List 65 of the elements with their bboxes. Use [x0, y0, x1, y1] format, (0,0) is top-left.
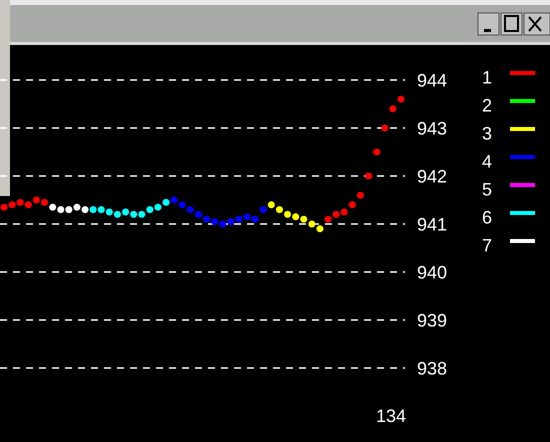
point: [227, 218, 234, 226]
point: [170, 196, 178, 204]
point: [41, 198, 48, 206]
legend-label: 3: [482, 123, 492, 144]
point: [252, 216, 259, 223]
point: [8, 201, 16, 208]
point: [154, 204, 162, 211]
point: [260, 206, 267, 214]
point: [106, 208, 113, 216]
point: [16, 198, 24, 206]
point: [268, 201, 275, 208]
point: [82, 206, 89, 214]
point: [138, 210, 146, 218]
point: [211, 218, 218, 226]
point: [397, 96, 404, 103]
point: [178, 201, 186, 208]
y-tick-label: 944: [416, 70, 448, 90]
point: [324, 216, 332, 223]
y-tick-label: 943: [416, 118, 448, 138]
point: [186, 206, 194, 214]
point: [24, 201, 32, 208]
point: [0, 204, 8, 211]
point: [308, 220, 316, 228]
point: [130, 210, 138, 218]
point: [90, 206, 97, 214]
point: [122, 208, 130, 216]
point: [373, 148, 380, 156]
point: [348, 201, 356, 208]
point: [389, 105, 396, 112]
point: [114, 210, 121, 218]
y-tick-label: 939: [416, 310, 448, 330]
legend-label: 5: [482, 179, 492, 200]
point: [284, 210, 292, 218]
point: [340, 208, 348, 216]
legend-label: 7: [482, 235, 492, 256]
point: [203, 216, 210, 223]
point: [316, 225, 324, 232]
point: [146, 206, 154, 214]
point: [73, 204, 80, 211]
point: [32, 196, 40, 204]
legend-label: 4: [482, 151, 492, 172]
point: [98, 206, 105, 214]
point: [292, 213, 300, 220]
y-tick-label: 940: [416, 262, 448, 282]
point: [356, 192, 364, 199]
point: [57, 206, 64, 214]
point: [276, 206, 283, 214]
point: [219, 220, 226, 228]
point: [300, 216, 308, 223]
point: [332, 210, 340, 218]
point: [381, 124, 388, 132]
legend-label: 2: [482, 95, 492, 116]
point: [49, 204, 56, 211]
y-tick-label: 941: [416, 214, 448, 234]
point: [162, 198, 170, 206]
point: [365, 172, 372, 180]
point: [235, 216, 242, 223]
legend-label: 6: [482, 207, 492, 228]
point: [194, 210, 202, 218]
legend-label: 1: [482, 67, 492, 88]
point: [65, 206, 72, 214]
y-tick-label: 938: [416, 358, 448, 378]
y-tick-label: 942: [416, 166, 448, 186]
point: [244, 213, 251, 220]
text: 134: [376, 406, 406, 426]
